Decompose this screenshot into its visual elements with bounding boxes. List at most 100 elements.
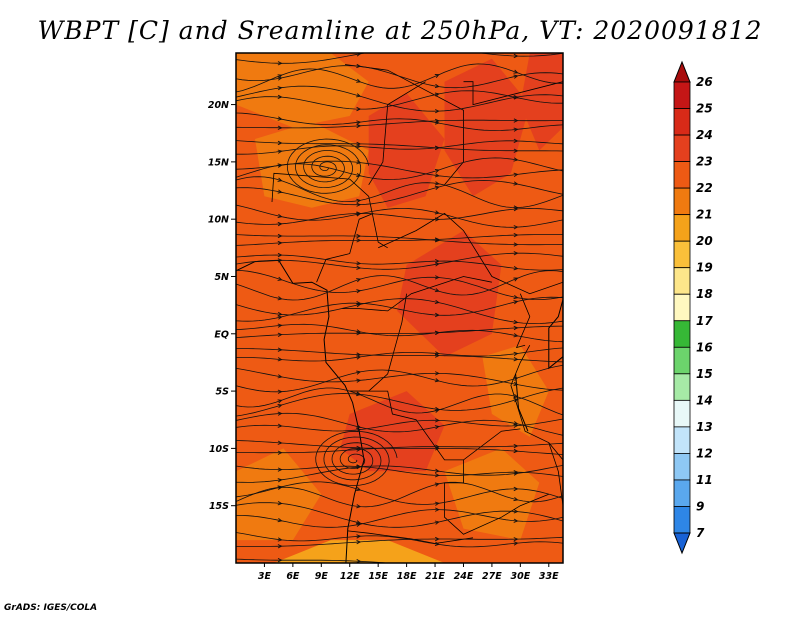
streamline-arrow — [513, 207, 519, 212]
streamline-arrow — [434, 173, 440, 178]
streamline-arrow — [277, 233, 283, 239]
colorbar-level-label: 18 — [696, 287, 713, 301]
streamline — [236, 418, 563, 432]
streamline — [236, 254, 563, 271]
lon-tick-label: 3E — [258, 571, 272, 582]
streamline — [236, 481, 563, 508]
streamline — [236, 180, 563, 206]
streamline-arrow — [435, 258, 440, 264]
streamline-arrow — [513, 393, 519, 399]
streamline — [236, 532, 563, 548]
streamline-arrow — [356, 331, 362, 336]
streamline-arrow — [277, 544, 283, 549]
lat-tick-label: 5N — [214, 272, 229, 283]
country-border — [463, 81, 563, 106]
country-border — [548, 442, 563, 506]
streamline-arrow — [277, 440, 283, 445]
streamline-arrow — [434, 371, 440, 376]
streamline-arrow — [277, 240, 283, 246]
streamline-arrow — [277, 389, 283, 394]
streamline-arrow — [513, 398, 519, 403]
streamline — [236, 252, 563, 270]
streamline-arrow — [277, 140, 283, 146]
colorbar-segment — [673, 293, 691, 322]
streamline-arrow — [356, 172, 362, 178]
streamline-arrow — [434, 446, 440, 451]
country-border — [347, 530, 474, 544]
streamline-arrow — [277, 221, 283, 227]
streamline — [236, 234, 563, 246]
streamline-arrow — [513, 486, 519, 492]
longitude-ticks: 3E 6E 9E 12E 15E 18E 21E 24E 27E 30E 33E — [258, 563, 559, 582]
streamline-arrow — [434, 299, 440, 305]
streamline — [236, 119, 563, 129]
lat-tick-label: 20N — [208, 100, 229, 111]
streamline — [236, 270, 563, 301]
streamline-arrow — [277, 177, 283, 182]
streamline-arrow — [513, 381, 519, 387]
streamline-arrow — [513, 266, 519, 271]
streamline-arrow — [434, 330, 440, 335]
country-border — [349, 293, 407, 392]
streamline-arrow — [356, 301, 362, 306]
streamline-arrow — [277, 163, 283, 168]
streamline-arrow — [513, 376, 519, 381]
streamline-arrow — [277, 311, 283, 317]
streamline — [236, 269, 563, 301]
lake-victoria — [548, 299, 563, 370]
streamline-arrow — [434, 418, 440, 423]
streamline — [236, 323, 563, 343]
colorbar-level-label: 13 — [696, 420, 713, 434]
lake-tanganyika — [515, 373, 529, 432]
map-area — [235, 46, 564, 564]
colorbar-segment — [673, 214, 691, 242]
streamline-arrow — [277, 332, 283, 337]
streamline-arrow — [356, 539, 362, 545]
streamline-arrow — [513, 423, 519, 428]
streamline — [236, 298, 563, 325]
streamline-arrow — [356, 522, 362, 527]
lat-tick-label: 5S — [216, 387, 230, 398]
streamline-arrow — [277, 467, 283, 472]
streamline-arrow — [434, 145, 440, 151]
streamline-arrow — [356, 238, 362, 243]
streamline-arrow — [277, 61, 283, 66]
streamline-arrow — [356, 445, 362, 450]
streamline — [236, 296, 563, 322]
streamline — [236, 63, 563, 93]
streamline-arrow — [277, 450, 283, 455]
streamline — [236, 234, 563, 246]
lat-tick-label: 10N — [208, 215, 229, 226]
streamline-arrow — [277, 86, 283, 91]
streamline-arrow — [356, 233, 362, 239]
streamline-arrow — [277, 323, 283, 328]
streamline — [236, 207, 563, 225]
colorbar-segment — [673, 187, 691, 216]
streamline-arrow — [513, 509, 519, 514]
streamline-arrow — [356, 424, 362, 429]
streamline — [236, 176, 563, 209]
streamline-arrow — [513, 443, 519, 449]
streamline-arrow — [513, 294, 519, 300]
colorbar-level-label: 24 — [696, 128, 713, 142]
streamline — [236, 440, 563, 455]
streamline-arrow — [434, 468, 440, 473]
lat-tick-label: 15N — [208, 157, 229, 168]
streamline — [236, 536, 563, 547]
streamline-arrow — [277, 403, 283, 409]
streamline-arrow — [356, 202, 362, 207]
streamline-arrow — [277, 296, 283, 301]
streamline-arrow — [356, 144, 362, 149]
streamline-arrow — [277, 374, 283, 379]
streamline — [236, 367, 563, 391]
streamline-arrow — [356, 504, 362, 509]
streamline-arrow — [435, 46, 439, 50]
lon-tick-label: 24E — [454, 571, 474, 582]
streamline-arrow — [513, 118, 519, 123]
streamline-arrow — [277, 423, 283, 428]
streamline-arrow — [434, 83, 440, 89]
country-border — [316, 213, 374, 283]
lon-tick-label: 30E — [510, 571, 530, 582]
streamline-arrow — [513, 277, 519, 282]
